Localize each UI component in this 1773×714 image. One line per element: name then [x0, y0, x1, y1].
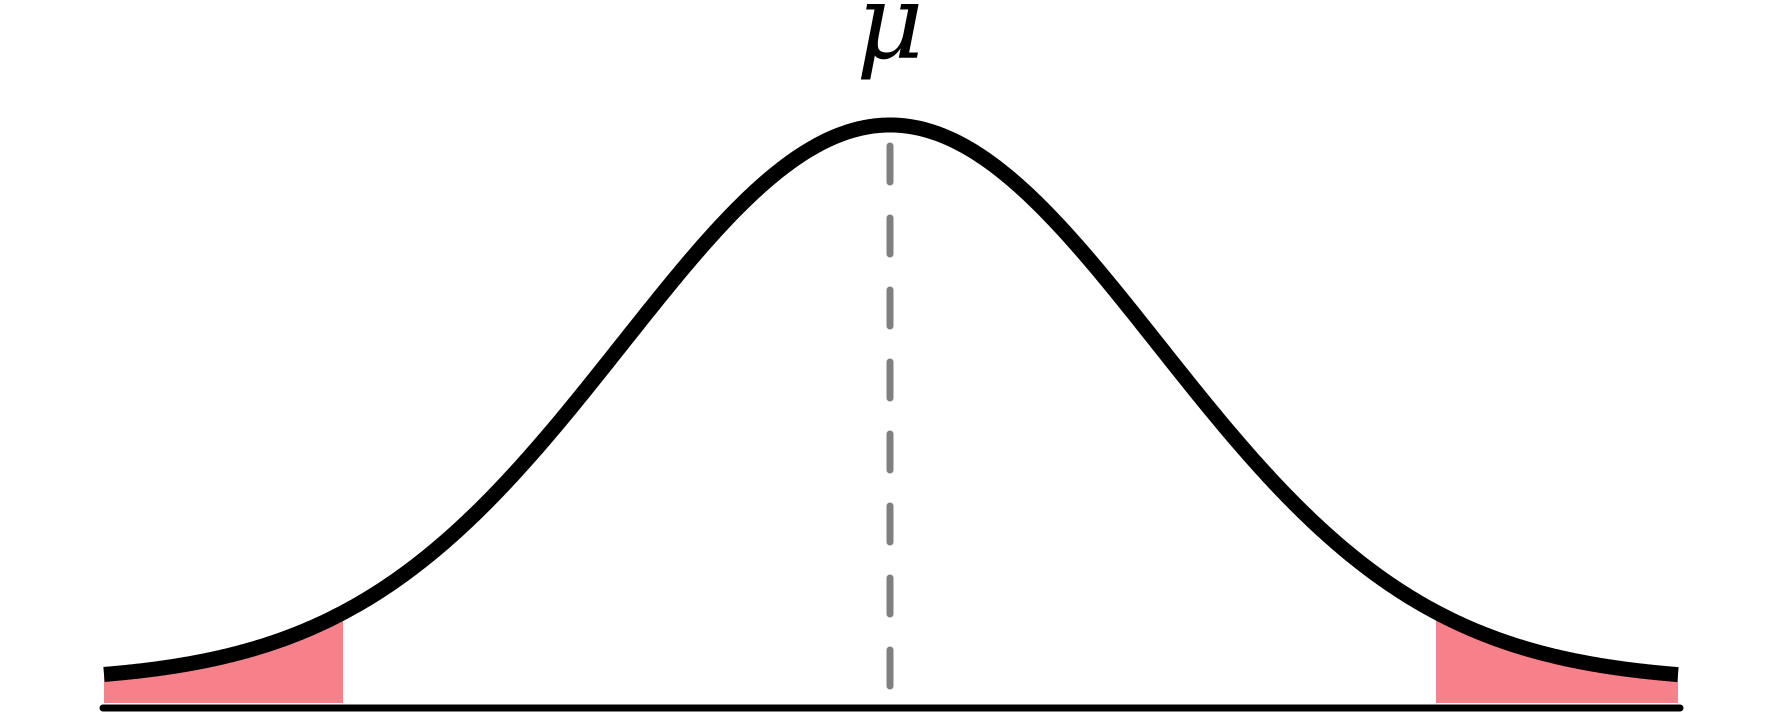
bell-curve [98, 117, 1684, 683]
mean-label: μ [856, 0, 924, 83]
